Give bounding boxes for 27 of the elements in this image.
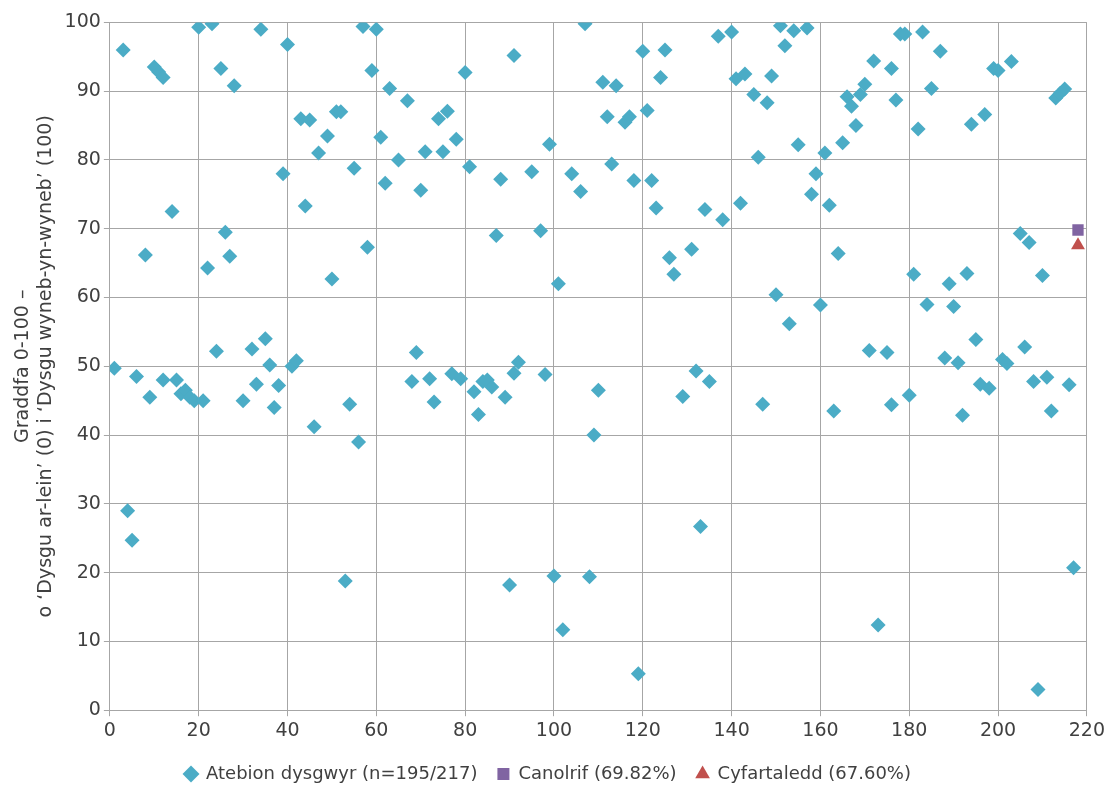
x-tick-label: 220 [1068,717,1105,740]
y-tick-label: 40 [76,422,101,445]
y-tick-label: 0 [88,697,101,720]
x-tick-label: 80 [453,717,478,740]
x-tick-label: 40 [275,717,300,740]
y-tick-label: 30 [76,490,101,513]
y-tick-label: 100 [64,9,101,32]
y-axis-title: Graddfa 0-100 – o ‘Dysgu ar-lein’ (0) i ‘Dysgu wyneb-yn-wyneb’ (100) [10,115,56,618]
y-tick-label: 70 [76,215,101,238]
legend-label: Canolrif (69.82%) [518,761,677,783]
legend-label: Cyfartaledd (67.60%) [717,761,911,783]
y-tick-label: 90 [76,78,101,101]
x-tick-label: 120 [624,717,661,740]
y-tick-label: 80 [76,146,101,169]
y-tick-label: 10 [76,628,101,651]
legend-label: Atebion dysgwyr (n=195/217) [206,761,478,783]
x-tick-label: 140 [713,717,750,740]
x-tick-label: 180 [891,717,928,740]
y-tick-label: 60 [76,284,101,307]
x-tick-label: 100 [535,717,573,740]
y-tick-label: 20 [76,559,101,582]
x-tick-label: 20 [186,717,211,740]
x-tick-label: 160 [802,717,839,740]
x-tick-label: 60 [364,717,389,740]
y-tick-label: 50 [76,353,101,376]
x-tick-label: 200 [979,717,1017,740]
x-tick-label: 0 [103,717,116,740]
